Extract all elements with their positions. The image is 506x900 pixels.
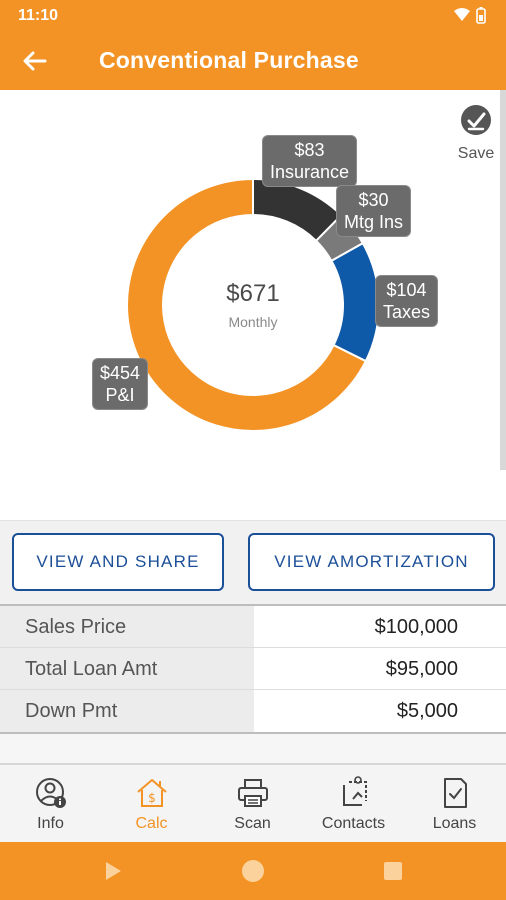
person-info-icon (36, 778, 66, 808)
save-label: Save (457, 145, 495, 162)
svg-text:$: $ (148, 791, 156, 805)
row-value: $5,000 (396, 700, 458, 722)
loan-document-icon (444, 778, 467, 808)
donut-slice-p-i[interactable] (126, 177, 368, 432)
divider-strip (0, 734, 506, 764)
back-arrow-icon (23, 51, 47, 71)
status-bar: 11:10 (0, 0, 506, 32)
house-dollar-icon: $ (137, 779, 167, 807)
back-button[interactable] (20, 46, 50, 76)
callout-mtg-ins-label: Mtg Ins (344, 212, 404, 232)
system-home-icon[interactable] (242, 860, 264, 882)
save-button[interactable]: Save (452, 104, 500, 164)
row-label: Total Loan Amt (0, 648, 254, 689)
row-label: Sales Price (0, 606, 254, 647)
page-title: Conventional Purchase (99, 47, 359, 73)
system-recents-icon[interactable] (384, 862, 402, 880)
action-buttons: VIEW AND SHARE VIEW AMORTIZATION (0, 520, 506, 604)
callout-taxes-label: Taxes (383, 302, 431, 322)
callout-insurance-amount: $83 (294, 140, 325, 160)
save-check-icon (461, 105, 491, 135)
loan-summary-table: Sales Price $100,000 Total Loan Amt $95,… (0, 604, 506, 734)
nav-item-loans[interactable]: Loans (404, 765, 505, 843)
view-amortization-button[interactable]: VIEW AMORTIZATION (248, 533, 495, 591)
table-row[interactable]: Down Pmt $5,000 (0, 690, 506, 732)
callout-mtg-ins: $30 Mtg Ins (336, 185, 412, 237)
callout-taxes: $104 Taxes (375, 275, 439, 327)
status-icons (452, 7, 492, 30)
system-nav-buttons (106, 860, 402, 882)
view-and-share-button[interactable]: VIEW AND SHARE (12, 533, 224, 591)
row-value: $100,000 (374, 616, 458, 638)
table-row[interactable]: Sales Price $100,000 (0, 606, 506, 648)
row-label: Down Pmt (0, 690, 254, 732)
monthly-label: Monthly (228, 314, 278, 330)
table-row[interactable]: Total Loan Amt $95,000 (0, 648, 506, 690)
nav-item-info[interactable]: Info (0, 765, 101, 843)
nav-item-contacts[interactable]: Contacts (303, 765, 404, 843)
row-value: $95,000 (385, 658, 458, 680)
app-bar: Conventional Purchase (0, 32, 506, 90)
callout-mtg-ins-amount: $30 (358, 190, 389, 210)
contacts-icon (343, 776, 367, 806)
printer-icon (238, 779, 268, 807)
callout-insurance-label: Insurance (270, 162, 350, 182)
callout-insurance: $83 Insurance (262, 135, 358, 187)
nav-item-scan[interactable]: Scan (202, 765, 303, 843)
donut-slice-taxes[interactable] (330, 241, 380, 363)
callout-pi: $454 P&I (92, 358, 149, 410)
bottom-navigation: Info $ Calc Scan (0, 764, 506, 842)
system-back-icon[interactable] (106, 862, 121, 880)
nav-item-calc[interactable]: $ Calc (101, 765, 202, 843)
callout-taxes-amount: $104 (386, 280, 427, 300)
nav-label: Scan (234, 815, 271, 832)
monthly-total: $671 (226, 280, 280, 307)
status-time: 11:10 (18, 7, 59, 24)
scroll-indicator[interactable] (500, 90, 506, 470)
nav-label: Loans (432, 815, 477, 832)
callout-pi-label: P&I (105, 385, 135, 405)
nav-label: Info (37, 815, 64, 832)
system-navigation-bar (0, 842, 506, 900)
callout-pi-amount: $454 (100, 363, 141, 383)
nav-label: Calc (135, 815, 168, 832)
nav-label: Contacts (321, 815, 386, 832)
chart-area: Save $671 Monthly $83 Insurance $30 Mtg … (0, 90, 506, 520)
wifi-battery-icon (454, 7, 486, 24)
